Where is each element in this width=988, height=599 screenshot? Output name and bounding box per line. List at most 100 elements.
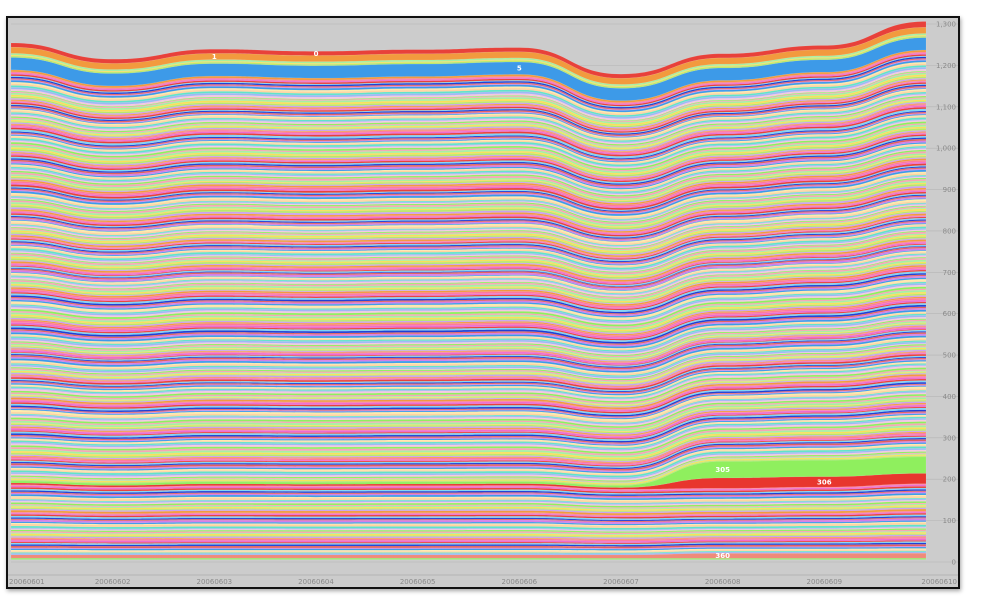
stream-layer bbox=[10, 348, 927, 385]
stream-layer bbox=[10, 274, 927, 315]
stream-layer bbox=[10, 296, 927, 336]
stream-layer bbox=[10, 248, 927, 291]
stream-layer-0 bbox=[10, 21, 927, 79]
stream-layer bbox=[10, 166, 927, 212]
stream-layer bbox=[10, 151, 927, 199]
stream-layer bbox=[10, 217, 927, 262]
y-tick-label: 700 bbox=[943, 269, 956, 277]
x-tick-label: 20060609 bbox=[807, 578, 843, 586]
stream-layer bbox=[10, 413, 927, 446]
x-tick-label: 20060603 bbox=[197, 578, 233, 586]
stream-layer bbox=[10, 362, 927, 398]
stream-layer bbox=[10, 345, 927, 382]
y-tick-label: 1,100 bbox=[936, 103, 956, 111]
y-tick-label: 600 bbox=[943, 310, 956, 318]
stream-layer bbox=[10, 134, 927, 183]
stream-layer bbox=[10, 369, 927, 405]
stream-layer bbox=[10, 140, 927, 189]
stream-layer bbox=[10, 546, 927, 551]
stream-layer bbox=[10, 148, 927, 196]
stream-layer bbox=[10, 183, 927, 230]
stream-layer bbox=[10, 409, 927, 443]
stream-layer bbox=[10, 498, 927, 505]
stream-layer bbox=[10, 167, 927, 214]
stream-layer bbox=[10, 174, 927, 220]
stream-layer bbox=[10, 404, 927, 439]
stream-layer bbox=[10, 359, 927, 395]
stacked-area-chart: 0 1 5 305 306 360 0 100 200 300 400 500 600 700 800 90… bbox=[8, 18, 958, 587]
stream-layer bbox=[10, 404, 927, 437]
stream-layer bbox=[10, 376, 927, 412]
stream-layer bbox=[10, 507, 927, 514]
stream-layer bbox=[10, 271, 927, 312]
stream-layer bbox=[10, 346, 927, 383]
stream-layer bbox=[10, 147, 927, 195]
stream-layer bbox=[10, 304, 927, 344]
x-tick-label: 20060604 bbox=[298, 578, 334, 586]
stream-layer bbox=[10, 230, 927, 273]
stream-layer bbox=[10, 221, 927, 265]
stream-layer bbox=[10, 243, 927, 286]
band-label: 1 bbox=[212, 53, 217, 61]
stream-layer bbox=[10, 190, 927, 235]
stream-layer bbox=[10, 380, 927, 416]
stream-layer bbox=[10, 132, 927, 180]
stream-layer bbox=[10, 416, 927, 450]
stream-layer bbox=[10, 200, 927, 246]
stream-layer bbox=[10, 255, 927, 297]
band-label: 306 bbox=[817, 478, 832, 486]
band-label: 360 bbox=[715, 552, 730, 560]
stream-layer bbox=[10, 161, 927, 209]
stream-layer bbox=[10, 309, 927, 349]
y-tick-label: 200 bbox=[943, 476, 956, 484]
stream-layer bbox=[10, 393, 927, 429]
stream-layer bbox=[10, 351, 927, 387]
x-axis: 20060601 20060602 20060603 20060604 20060605… bbox=[8, 574, 958, 586]
stream-layer bbox=[10, 357, 927, 394]
band-label: 305 bbox=[715, 466, 730, 474]
stream-layer bbox=[10, 343, 927, 380]
stream-layer bbox=[10, 325, 927, 363]
stream-layer bbox=[10, 505, 927, 512]
stream-layer bbox=[10, 206, 927, 251]
stream-layer bbox=[10, 338, 927, 376]
band-label: 5 bbox=[517, 65, 522, 73]
band-labels: 0 1 5 305 306 360 bbox=[212, 50, 832, 560]
stream-layer bbox=[10, 299, 927, 340]
stream-layer bbox=[10, 399, 927, 434]
y-axis: 0 100 200 300 400 500 600 700 800 900 1,000 1,100 1,… bbox=[936, 21, 956, 567]
stream-layer bbox=[10, 277, 927, 318]
stream-layer bbox=[10, 391, 927, 425]
stream-layer bbox=[10, 531, 927, 536]
y-tick-label: 1,200 bbox=[936, 62, 956, 70]
x-tick-label: 20060608 bbox=[705, 578, 741, 586]
stream-layer bbox=[10, 353, 927, 391]
y-tick-label: 500 bbox=[943, 352, 956, 360]
stream-layer bbox=[10, 506, 927, 513]
stream-layer bbox=[10, 527, 927, 532]
stream-layer bbox=[10, 229, 927, 272]
stream-layer bbox=[10, 264, 927, 306]
stream-layer bbox=[10, 364, 927, 400]
stream-layer bbox=[10, 114, 927, 164]
stream-layer bbox=[10, 246, 927, 289]
stream-layer bbox=[10, 434, 927, 466]
x-tick-label: 20060607 bbox=[603, 578, 639, 586]
stream-layer bbox=[10, 499, 927, 506]
stream-layer bbox=[10, 210, 927, 255]
stream-layer bbox=[10, 402, 927, 436]
stream-layer bbox=[10, 289, 927, 330]
stream-layer bbox=[10, 251, 927, 294]
stream-layer bbox=[10, 363, 927, 399]
stream-layer bbox=[10, 415, 927, 448]
stream-layer bbox=[10, 390, 927, 424]
stream-layers bbox=[10, 21, 927, 560]
streamgraph-frame: 0 1 5 305 306 360 0 100 200 300 400 500 600 700 800 90… bbox=[6, 16, 960, 589]
stream-layer bbox=[10, 240, 927, 283]
stream-layer-306 bbox=[10, 473, 927, 490]
stream-layer bbox=[10, 549, 927, 553]
stream-layer bbox=[10, 497, 927, 504]
stream-layer bbox=[10, 528, 927, 533]
stream-layer bbox=[10, 508, 927, 516]
stream-layer bbox=[10, 418, 927, 451]
